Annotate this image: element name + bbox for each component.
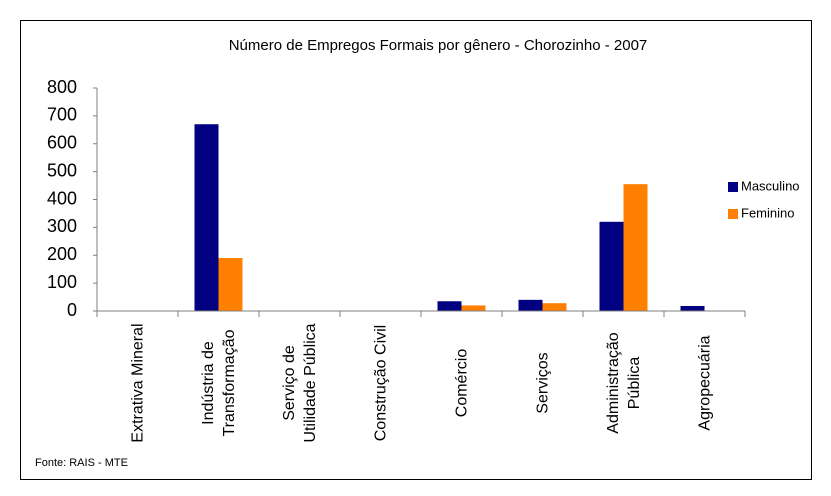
bar (599, 221, 624, 311)
y-tick-label: 800 (47, 77, 77, 97)
bar (461, 305, 486, 311)
x-tick-label: Indústria de Transformação (199, 329, 238, 437)
bar (218, 258, 243, 311)
y-tick-label: 100 (47, 272, 77, 292)
bar (518, 299, 543, 311)
bar (542, 303, 567, 311)
x-tick-label: Agropecuária (696, 335, 713, 431)
legend-label: Feminino (741, 205, 794, 220)
legend-label: Masculino (741, 178, 800, 193)
x-tick-label: Extrativa Mineral (129, 323, 146, 443)
source-note: Fonte: RAIS - MTE (35, 457, 128, 469)
frame (20, 20, 812, 480)
y-tick-label: 0 (67, 300, 77, 320)
x-tick-label: Serviço de Utilidade Pública (280, 323, 319, 443)
y-tick-label: 200 (47, 244, 77, 264)
x-tick-label: Comércio (453, 348, 470, 418)
bar (437, 301, 462, 311)
y-tick-label: 500 (47, 160, 77, 180)
legend-swatch (728, 182, 738, 192)
bar (680, 305, 705, 311)
chart-title: Número de Empregos Formais por gênero - … (229, 37, 648, 54)
bar (623, 184, 648, 311)
y-tick-label: 400 (47, 188, 77, 208)
x-tick-label: Serviços (534, 352, 551, 414)
x-tick-label: Construção Civil (372, 324, 389, 442)
y-tick-label: 600 (47, 133, 77, 153)
y-tick-label: 300 (47, 216, 77, 236)
y-tick-label: 700 (47, 105, 77, 125)
x-tick-label: Administração Pública (604, 332, 643, 434)
legend-swatch (728, 209, 738, 219)
bar (194, 124, 219, 311)
